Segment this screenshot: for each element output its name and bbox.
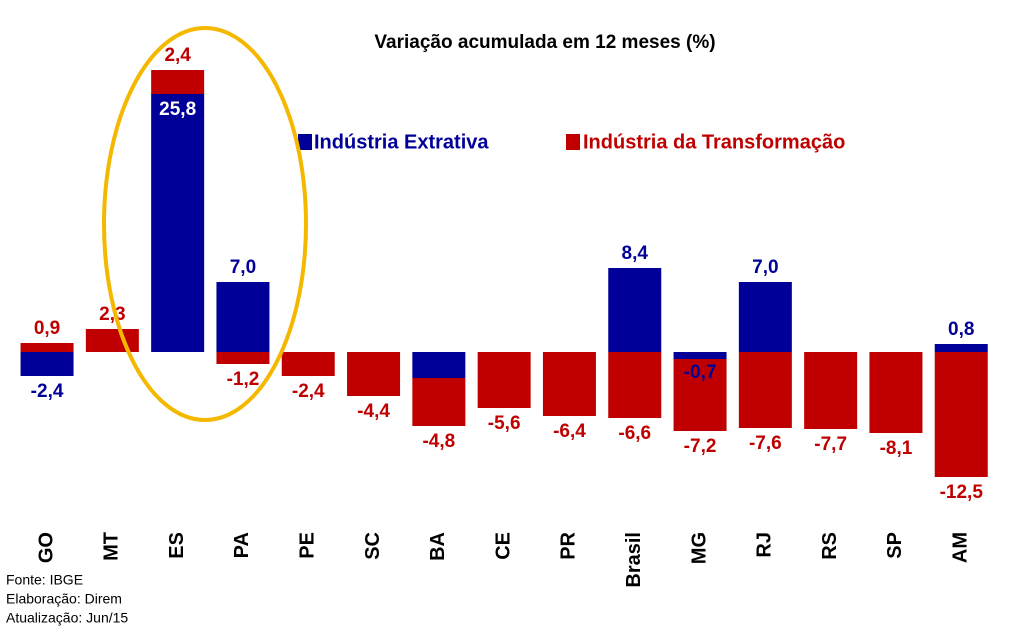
bar-segment — [738, 352, 792, 428]
value-label: -2,4 — [31, 381, 64, 402]
value-label: -0,7 — [684, 362, 717, 383]
x-tick-label: ES — [166, 532, 188, 559]
value-label: -12,5 — [940, 482, 984, 503]
note: Atualização: Jun/15 — [6, 610, 128, 626]
bar-segment — [216, 352, 270, 364]
bar-segment — [608, 352, 662, 418]
bar-segment — [934, 352, 988, 477]
x-tick-label: MT — [101, 532, 123, 561]
bar-segment — [477, 352, 531, 408]
bar-segment — [216, 282, 270, 352]
x-tick-label: RS — [819, 532, 841, 560]
x-tick-label: RJ — [754, 532, 776, 558]
bar-segment — [608, 268, 662, 352]
x-tick-label: SC — [362, 532, 384, 560]
x-tick-label: PE — [297, 532, 319, 559]
value-label: -5,6 — [488, 413, 521, 434]
value-label: 8,4 — [622, 243, 649, 264]
legend-swatch — [566, 134, 580, 150]
bar-segment — [412, 378, 466, 426]
value-label: -7,6 — [749, 433, 782, 454]
value-label: 0,9 — [34, 318, 60, 339]
value-label: -8,1 — [880, 438, 913, 459]
x-tick-label: AM — [950, 532, 972, 563]
legend-label: Indústria Extrativa — [314, 131, 489, 153]
highlight-ellipse — [102, 26, 308, 422]
bar-segment — [869, 352, 923, 433]
chart-title: Variação acumulada em 12 meses (%) — [374, 32, 715, 53]
value-label: -4,4 — [357, 401, 390, 422]
x-tick-label: GO — [35, 532, 57, 563]
x-tick-label: CE — [492, 532, 514, 560]
bar-segment — [412, 352, 466, 378]
bar-segment — [542, 352, 596, 416]
value-label: -1,2 — [227, 369, 260, 390]
bar-segment — [281, 352, 335, 376]
value-label: -6,6 — [618, 423, 651, 444]
bar-segment — [673, 359, 727, 431]
note: Fonte: IBGE — [6, 572, 83, 588]
bar-segment — [85, 329, 139, 352]
bar-segment — [804, 352, 858, 429]
bar-segment — [151, 94, 205, 352]
value-label: 2,3 — [99, 304, 125, 325]
bar-segment — [673, 352, 727, 359]
value-label: -4,8 — [422, 431, 455, 452]
value-label: -7,2 — [684, 436, 717, 457]
x-tick-label: MG — [688, 532, 710, 564]
x-tick-label: BA — [427, 532, 449, 561]
value-label: -6,4 — [553, 421, 586, 442]
value-label: 0,8 — [948, 319, 974, 340]
value-label: 25,8 — [159, 99, 196, 120]
bar-segment — [20, 343, 74, 352]
value-label: 7,0 — [230, 257, 256, 278]
value-label: -2,4 — [292, 381, 325, 402]
x-tick-label: Brasil — [623, 532, 645, 588]
bar-segment — [151, 70, 205, 94]
x-tick-label: PA — [231, 532, 253, 558]
bar-segment — [738, 282, 792, 352]
value-label: -7,7 — [814, 434, 847, 455]
x-tick-label: PR — [558, 531, 580, 559]
legend-label: Indústria da Transformação — [583, 131, 845, 153]
bar-segment — [20, 352, 74, 376]
bar-segment — [347, 352, 401, 396]
bar-segment — [934, 344, 988, 352]
x-tick-label: SP — [884, 532, 906, 559]
legend-swatch — [298, 134, 312, 150]
value-label: 7,0 — [752, 257, 778, 278]
value-label: 2,4 — [164, 45, 191, 66]
note: Elaboração: Direm — [6, 591, 122, 607]
